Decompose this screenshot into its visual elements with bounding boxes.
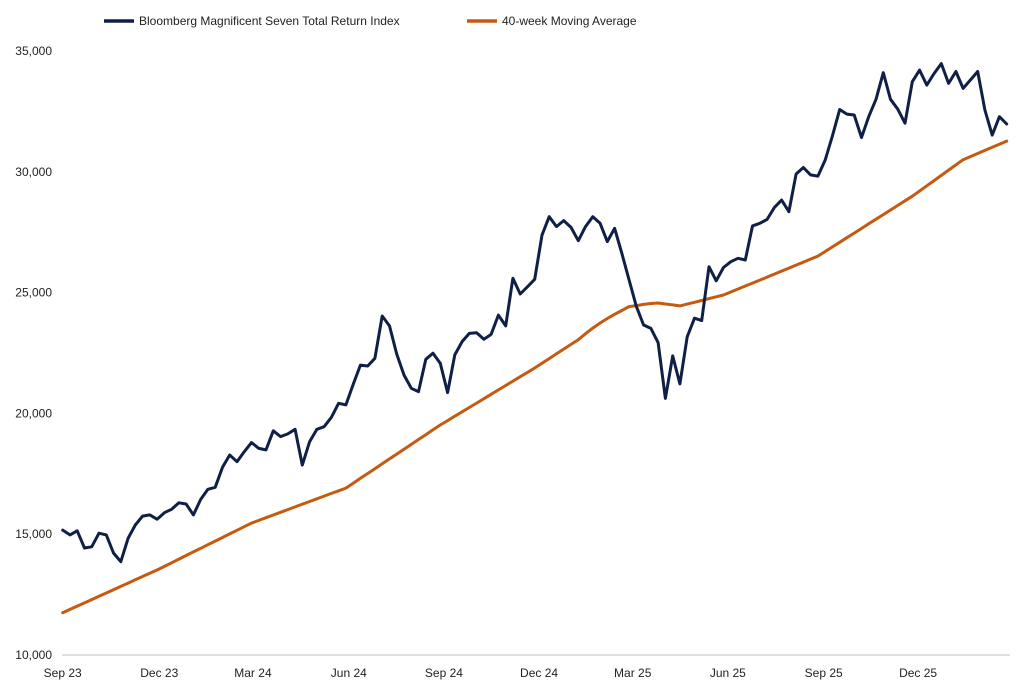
index-points xyxy=(63,63,1007,561)
x-tick-label: Dec 25 xyxy=(899,666,937,680)
y-tick-label: 25,000 xyxy=(15,286,52,300)
y-axis: 10,000 15,000 20,000 25,000 30,000 35,000 xyxy=(15,44,52,662)
x-tick-label: Jun 24 xyxy=(331,666,367,680)
plot-area xyxy=(63,63,1007,612)
moving-average-points xyxy=(63,141,1007,613)
y-tick-label: 35,000 xyxy=(15,44,52,58)
x-tick-label: Mar 25 xyxy=(614,666,652,680)
legend: Bloomberg Magnificent Seven Total Return… xyxy=(104,14,637,28)
x-tick-label: Dec 24 xyxy=(520,666,558,680)
x-tick-label: Sep 24 xyxy=(425,666,463,680)
x-tick-label: Mar 24 xyxy=(234,666,272,680)
legend-item-moving-average: 40-week Moving Average xyxy=(467,14,637,28)
y-tick-label: 30,000 xyxy=(15,165,52,179)
x-tick-label: Sep 23 xyxy=(44,666,82,680)
x-axis: Sep 23 Dec 23 Mar 24 Jun 24 Sep 24 Dec 24 Mar … xyxy=(44,666,938,680)
x-tick-label: Dec 23 xyxy=(140,666,178,680)
x-tick-label: Jun 25 xyxy=(710,666,746,680)
y-tick-label: 10,000 xyxy=(15,648,52,662)
y-tick-label: 15,000 xyxy=(15,527,52,541)
legend-item-index: Bloomberg Magnificent Seven Total Return… xyxy=(104,14,400,28)
series-line-moving-average xyxy=(63,141,1007,613)
legend-label-index: Bloomberg Magnificent Seven Total Return… xyxy=(139,14,400,28)
series-line-index xyxy=(63,64,1007,562)
legend-label-moving-average: 40-week Moving Average xyxy=(502,14,637,28)
y-tick-label: 20,000 xyxy=(15,406,52,420)
x-tick-label: Sep 25 xyxy=(805,666,843,680)
